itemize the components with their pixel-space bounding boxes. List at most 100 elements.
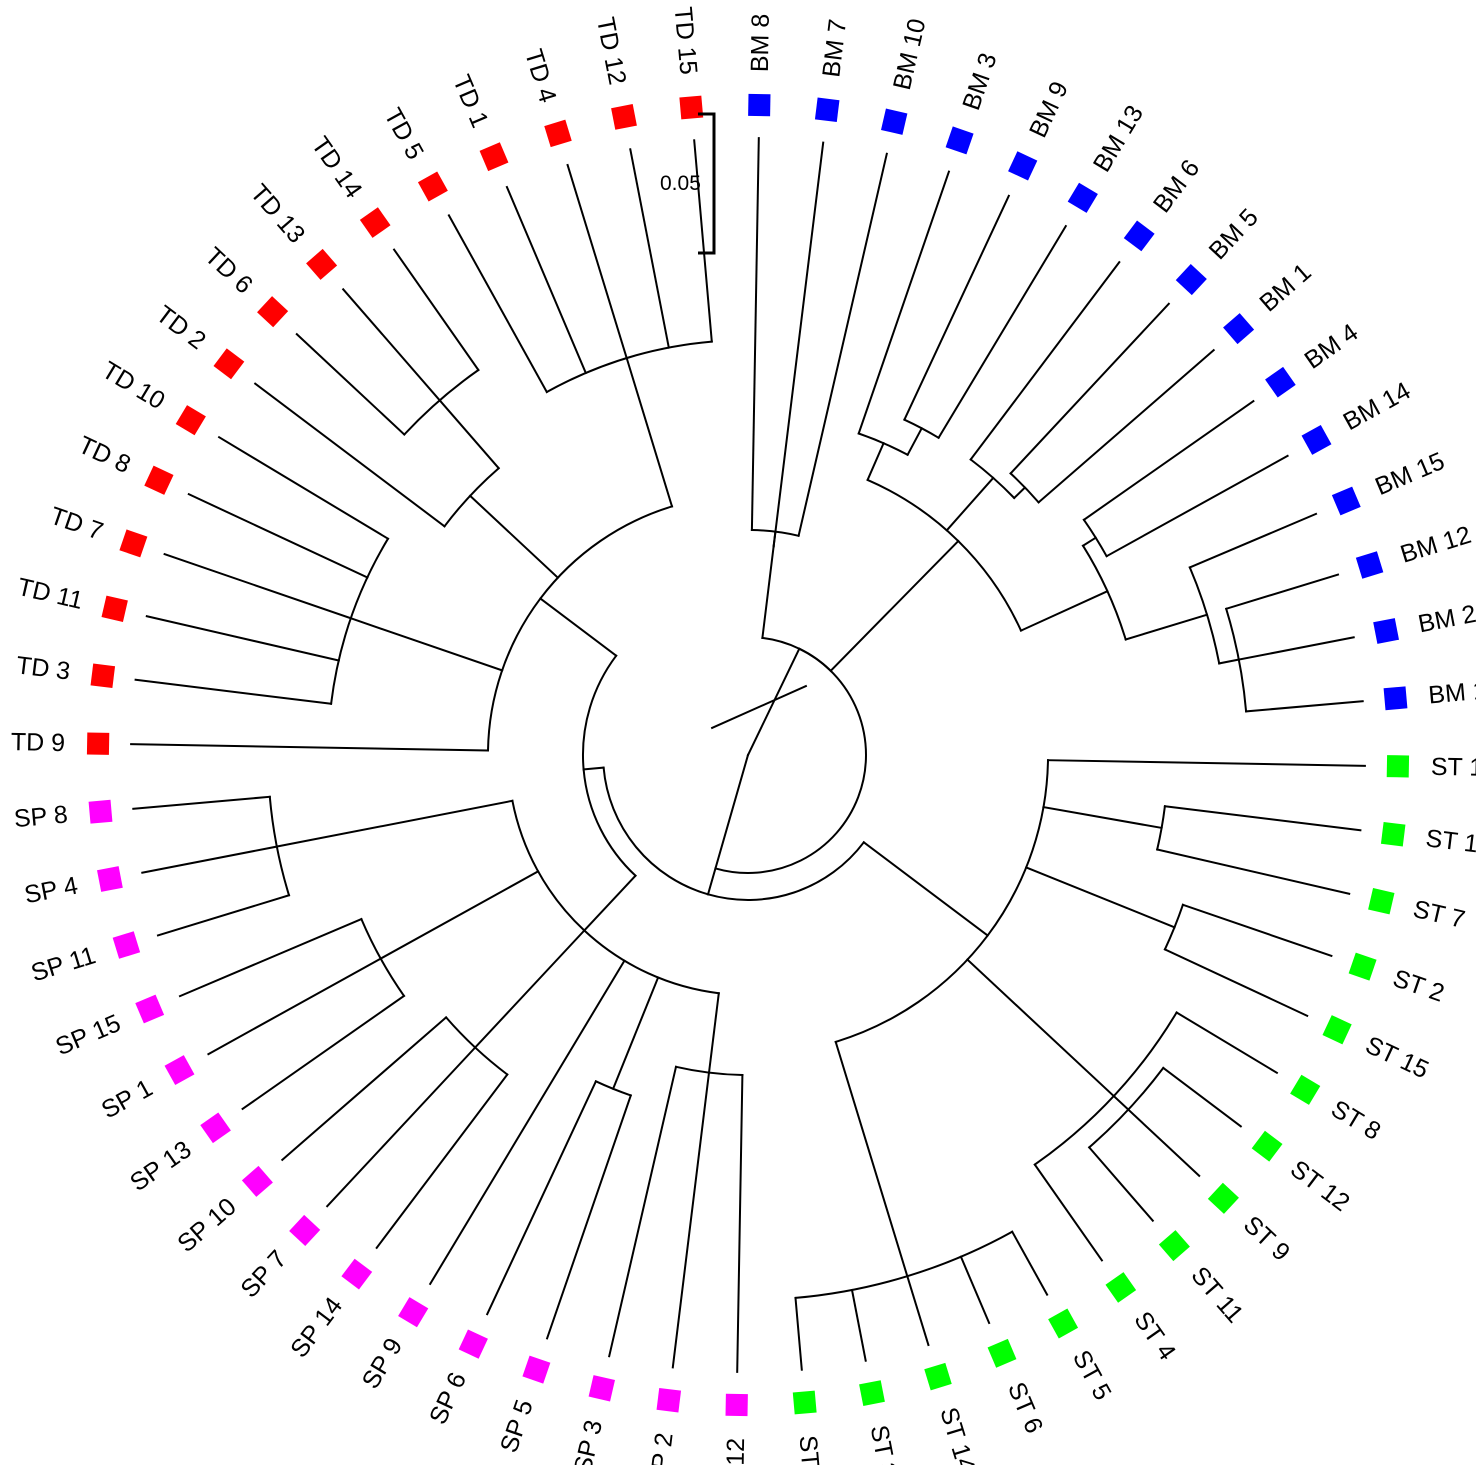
branch [945,476,995,532]
tip-label: ST 7 [1410,895,1467,934]
tip-marker-square-icon [479,142,509,172]
tip-label: TD 8 [74,431,135,479]
branch [545,1094,633,1340]
tip-marker-square-icon [97,866,123,892]
tip-marker-square-icon [1207,1182,1239,1214]
branch [671,1071,711,1369]
tip-label: ST 3 [865,1423,902,1465]
tip-marker-square-icon [1105,1272,1137,1303]
tip-marker-square-icon [458,1329,488,1359]
tip-marker-square-icon [241,1165,273,1197]
branch [772,530,777,548]
tip-label: SP 11 [28,941,99,987]
tip-label: SP 3 [569,1417,608,1465]
branch [473,929,586,1049]
branch [1009,302,1171,475]
tip-marker-square-icon [1251,1130,1283,1162]
branch [629,148,670,349]
tip-label: TD 6 [199,242,258,299]
branch [1042,805,1163,830]
branch [736,1073,744,1373]
branch [341,287,442,402]
tip-label: ST 1 [1424,824,1476,858]
tip-label: BM 4 [1299,318,1363,374]
tip-label: TD 11 [15,573,86,615]
tip-marker-square-icon [175,405,206,436]
tip-marker-square-icon [1380,821,1406,847]
tip-label: SP 8 [13,801,69,834]
branch [1188,512,1318,569]
branch [862,840,990,937]
tip-marker-square-icon [86,732,110,755]
branch [1175,1011,1279,1075]
tip-marker-square-icon [1265,366,1296,398]
tip-label: SP 5 [495,1396,539,1456]
branch [969,260,1121,461]
tip-marker-square-icon [748,93,771,117]
branch [834,1040,909,1278]
branch [392,248,480,372]
tip-label: SP 14 [285,1292,348,1363]
branch [707,992,720,1074]
branch [866,441,885,482]
tip-label: SP 15 [52,1009,125,1061]
branch [134,678,333,705]
branch [566,163,628,360]
branch [1126,1108,1201,1178]
tip-label: TD 2 [151,300,211,355]
branch [1163,948,1309,1018]
branch [1037,348,1216,504]
tip-marker-square-icon [88,799,113,824]
branch [253,382,446,528]
tip-label: BM 2 [1416,600,1476,639]
tip-marker-square-icon [588,1375,615,1402]
tip-marker-square-icon [257,296,289,328]
branch [857,170,951,435]
tip-label: ST 9 [1238,1211,1295,1267]
tip-label: TD 1 [447,71,494,132]
branch [349,617,504,672]
branch [706,753,750,896]
branch [1019,589,1109,632]
branch [611,976,660,1091]
branch [1024,866,1176,929]
tip-label: BM 8 [746,14,775,73]
branch [794,1296,803,1371]
tip-label: SP 7 [235,1245,292,1303]
branch [1010,1230,1049,1296]
branch [132,795,271,810]
tip-label: SP 13 [125,1135,196,1197]
tip-marker-square-icon [1331,486,1361,516]
branch [625,356,674,508]
branch [178,917,363,998]
tip-label: TD 5 [378,103,429,164]
branch [797,152,888,537]
tip-marker-square-icon [859,1380,885,1406]
tip-label: SP 2 [644,1431,678,1465]
branch [608,1065,678,1358]
tip-label: BM 6 [1148,154,1205,217]
root-arc [714,647,867,874]
branch [965,958,1116,1098]
tip-marker-square-icon [1223,313,1255,345]
tip-label: ST 13 [794,1434,828,1465]
branch [485,1079,598,1316]
tip-marker-square-icon [112,931,141,959]
tip-label: BM 9 [1024,77,1074,142]
tip-label: ST 14 [934,1404,980,1465]
branch [1081,536,1098,548]
branch [1156,848,1351,895]
branch [829,539,960,673]
tip-marker-square-icon [289,1214,321,1246]
branch [1161,1066,1243,1128]
tip-marker-square-icon [814,97,840,123]
branch [959,1255,991,1325]
tip-marker-square-icon [1373,618,1399,644]
tip-marker-square-icon [1158,1230,1190,1262]
branch [906,1274,930,1347]
scale-bar-label: 0.05 [660,172,701,195]
tip-marker-square-icon [1386,755,1410,778]
branch [1124,613,1209,641]
branch-arc [602,766,866,901]
